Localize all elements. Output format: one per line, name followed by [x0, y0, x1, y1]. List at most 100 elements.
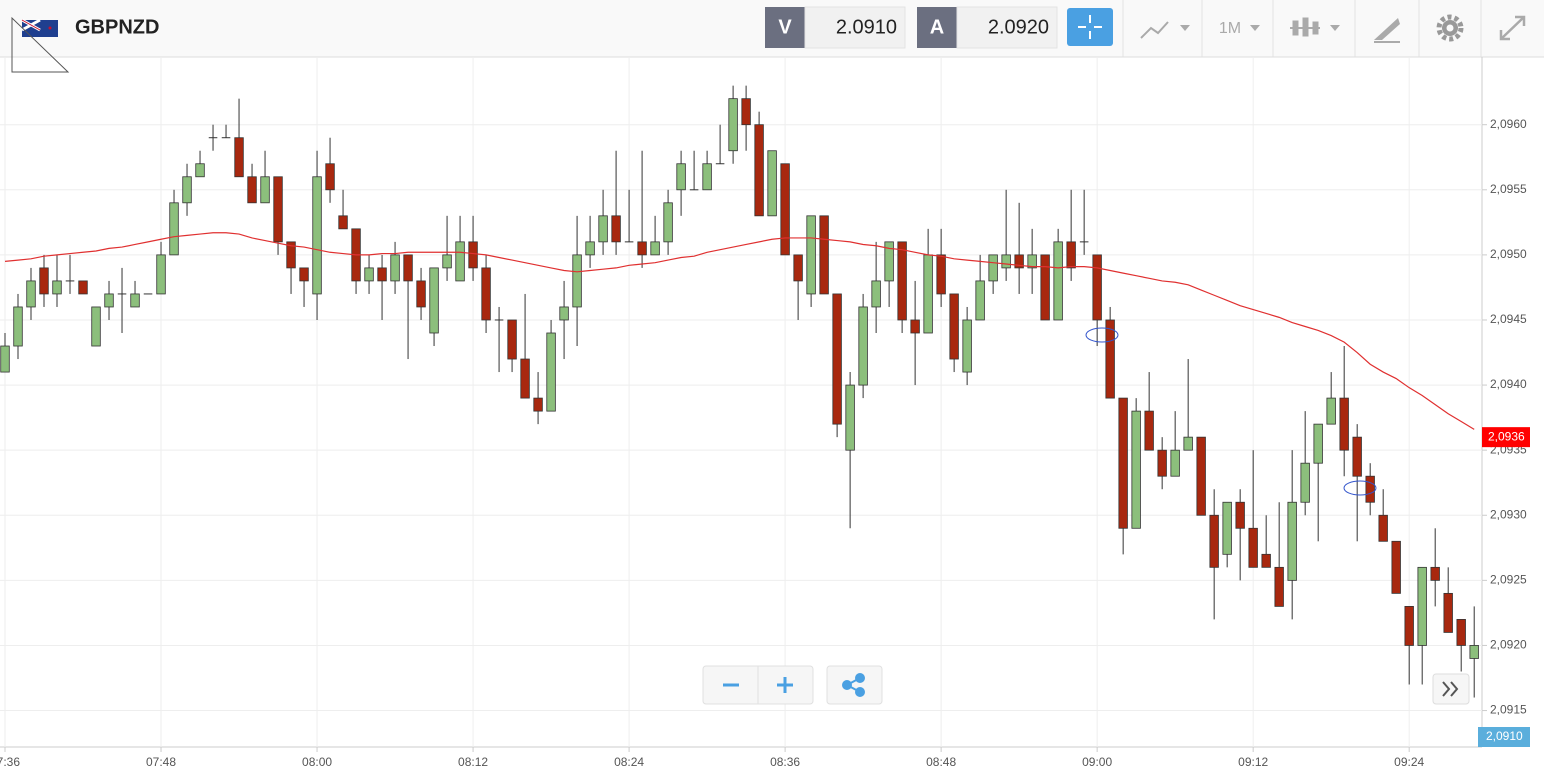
- candle-body: [390, 254, 400, 282]
- candle-body: [663, 202, 673, 243]
- symbol: GBPNZD: [75, 16, 159, 38]
- bid-button[interactable]: [765, 7, 805, 48]
- x-tick-label: 08:00: [302, 755, 332, 769]
- y-tick-label: 2,0925: [1490, 573, 1527, 587]
- candle-body: [780, 163, 790, 256]
- candle-body: [0, 345, 10, 373]
- crosshair-button[interactable]: [1067, 8, 1113, 46]
- candle-body: [845, 384, 855, 451]
- candle-body: [13, 306, 23, 347]
- candle-body: [884, 241, 894, 282]
- candle-body: [130, 293, 140, 308]
- x-tick-label: 08:12: [458, 755, 488, 769]
- y-tick-label: 2,0960: [1490, 117, 1527, 131]
- candle-body: [429, 267, 439, 334]
- candle-body: [1027, 254, 1037, 269]
- settings-button[interactable]: [1436, 14, 1464, 42]
- candle-body: [832, 293, 842, 425]
- last-price-badge: [1478, 727, 1530, 747]
- candle-body: [611, 215, 621, 243]
- candle-body: [1365, 475, 1375, 503]
- x-tick-label: 08:48: [926, 755, 956, 769]
- event-marker[interactable]: [1085, 327, 1119, 343]
- ask-button[interactable]: [917, 7, 957, 48]
- candle-body: [1053, 241, 1063, 321]
- candle-body: [338, 215, 348, 230]
- timeframe-arrow: [1250, 25, 1260, 31]
- timeframe[interactable]: 1M: [1219, 20, 1241, 37]
- candle-body: [1261, 553, 1271, 568]
- chart-type-button[interactable]: [1290, 17, 1340, 37]
- candle-body: [1274, 566, 1284, 607]
- x-tick-label: 09:12: [1238, 755, 1268, 769]
- ask-price: 2.0920: [988, 16, 1049, 38]
- candle-body: [923, 254, 933, 334]
- candle-body: [754, 124, 764, 217]
- candle-body: [403, 254, 413, 282]
- candle-body: [1066, 241, 1076, 269]
- candle-body: [533, 397, 543, 412]
- candle-body: [1248, 527, 1258, 568]
- candle-body: [1157, 449, 1167, 477]
- candle-body: [819, 215, 829, 295]
- candle-body: [1287, 501, 1297, 581]
- candle-body: [793, 254, 803, 282]
- candle-body: [1456, 619, 1466, 646]
- scroll-right-button[interactable]: [1432, 673, 1470, 705]
- candle-body: [247, 176, 257, 204]
- y-tick-label: 2,0920: [1490, 638, 1527, 652]
- share-button[interactable]: [842, 673, 865, 697]
- candle-body: [1196, 436, 1206, 516]
- candle-body: [1443, 592, 1453, 633]
- candle-body: [1430, 566, 1440, 581]
- candle-body: [1378, 514, 1388, 542]
- candle-body: [988, 254, 998, 282]
- y-tick-label: 2,0915: [1490, 703, 1527, 717]
- candle-body: [728, 98, 738, 152]
- candle-body: [1014, 254, 1024, 269]
- candle-body: [1001, 254, 1011, 269]
- candle-body: [1352, 436, 1362, 477]
- fullscreen-button[interactable]: [1499, 15, 1526, 41]
- candle-body: [1144, 410, 1154, 451]
- candle-body: [104, 293, 114, 308]
- candle-body: [1092, 254, 1102, 321]
- candle-body: [1170, 449, 1180, 477]
- candle-body: [598, 215, 608, 243]
- candle-body: [195, 163, 205, 178]
- candle-body: [507, 319, 517, 360]
- ma-label: 2,0936: [1488, 429, 1525, 443]
- x-tick-label: 07:36: [0, 755, 20, 769]
- y-tick-label: 2,0930: [1490, 507, 1527, 521]
- zoom-in[interactable]: [777, 677, 793, 693]
- x-tick-label: 08:36: [770, 755, 800, 769]
- candle-body: [325, 163, 335, 191]
- candle-body: [559, 306, 569, 321]
- candle-body: [1313, 423, 1323, 464]
- candle-body: [1118, 397, 1128, 529]
- candle-body: [676, 163, 686, 191]
- bid-label: V: [778, 16, 792, 38]
- candle-body: [949, 293, 959, 360]
- candle-body: [299, 267, 309, 282]
- candle-body: [169, 202, 179, 256]
- candle-body: [871, 280, 881, 308]
- candle-body: [767, 150, 777, 217]
- candle-body: [1183, 436, 1193, 451]
- x-tick-label: 08:24: [614, 755, 644, 769]
- candle-body: [1404, 605, 1414, 646]
- last-price-label: 2,0910: [1486, 729, 1523, 743]
- moving-average: [4, 232, 1475, 430]
- candle-body: [1105, 319, 1115, 399]
- candle-body: [1040, 254, 1050, 321]
- candle-body: [416, 280, 426, 308]
- candle-body: [234, 137, 244, 178]
- indicator-button[interactable]: [1140, 21, 1190, 39]
- candle-body: [39, 267, 49, 295]
- draw-button[interactable]: [1374, 18, 1400, 43]
- candle-body: [1300, 462, 1310, 503]
- y-tick-label: 2,0945: [1490, 312, 1527, 326]
- candle-body: [273, 176, 283, 243]
- event-marker[interactable]: [1343, 480, 1377, 496]
